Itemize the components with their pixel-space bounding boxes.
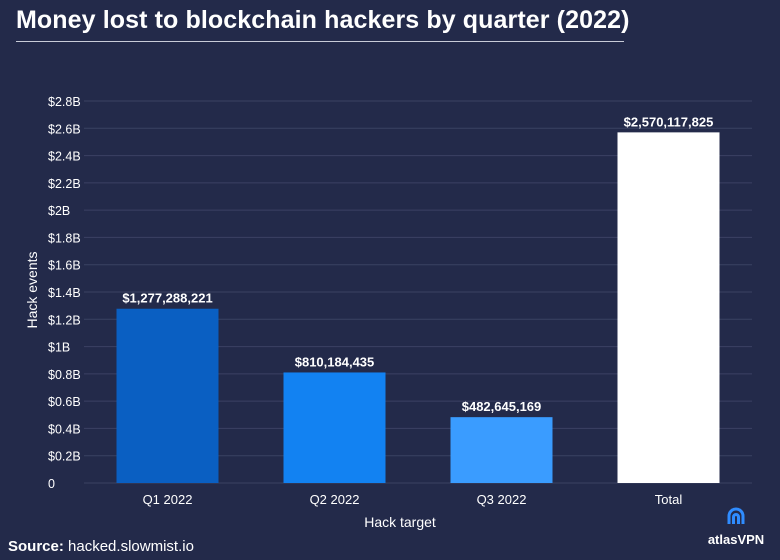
source-text: hacked.slowmist.io bbox=[63, 538, 194, 555]
bar-q2-2022 bbox=[283, 372, 386, 483]
y-tick-label: $0.6B bbox=[48, 395, 81, 409]
y-tick-label: $2.4B bbox=[48, 150, 81, 164]
y-tick-label: $2.8B bbox=[48, 95, 81, 109]
data-label: $810,184,435 bbox=[295, 354, 375, 369]
y-tick-label: $2B bbox=[48, 204, 70, 218]
x-axis-label: Hack target bbox=[364, 514, 436, 530]
y-tick-label: $0.2B bbox=[48, 450, 81, 464]
y-tick-label: $1.4B bbox=[48, 286, 81, 300]
atlasvpn-logo-icon bbox=[727, 507, 745, 524]
source-note: Source: hacked.slowmist.io bbox=[8, 538, 194, 555]
y-tick-label: $2.2B bbox=[48, 177, 81, 191]
title-underline bbox=[16, 41, 624, 42]
bar-chart: 0 $0.2B $0.4B $0.6B $0.8B $1B $1.2B $1.4B $1.6B $… bbox=[24, 95, 752, 530]
y-tick-label: $2.6B bbox=[48, 122, 81, 136]
y-tick-label: 0 bbox=[48, 477, 55, 491]
x-axis-ticks: Q1 2022 Q2 2022 Q3 2022 Total bbox=[143, 492, 683, 507]
data-label: $1,277,288,221 bbox=[122, 291, 212, 306]
y-tick-label: $1.2B bbox=[48, 313, 81, 327]
bar-q1-2022 bbox=[116, 308, 219, 483]
bar-q3-2022 bbox=[450, 417, 553, 483]
x-tick-label: Total bbox=[655, 492, 683, 507]
x-tick-label: Q3 2022 bbox=[477, 492, 527, 507]
bars bbox=[116, 132, 720, 484]
data-label: $2,570,117,825 bbox=[624, 114, 714, 129]
chart-title: Money lost to blockchain hackers by quar… bbox=[16, 6, 630, 34]
y-tick-label: $1B bbox=[48, 341, 70, 355]
y-tick-label: $0.4B bbox=[48, 422, 81, 436]
brand-name: atlasVPN bbox=[707, 532, 765, 547]
y-tick-label: $1.8B bbox=[48, 231, 81, 245]
y-tick-label: $0.8B bbox=[48, 368, 81, 382]
x-tick-label: Q2 2022 bbox=[310, 492, 360, 507]
bar-total bbox=[617, 132, 720, 484]
y-axis-label: Hack events bbox=[24, 251, 40, 328]
y-axis-ticks: 0 $0.2B $0.4B $0.6B $0.8B $1B $1.2B $1.4B $1.6B $… bbox=[48, 95, 81, 491]
brand-logo: atlasVPN bbox=[696, 506, 776, 550]
data-label: $482,645,169 bbox=[462, 399, 542, 414]
x-tick-label: Q1 2022 bbox=[143, 492, 193, 507]
y-tick-label: $1.6B bbox=[48, 259, 81, 273]
data-labels: $1,277,288,221 $810,184,435 $482,645,169 $2… bbox=[122, 114, 713, 414]
source-prefix: Source: bbox=[8, 538, 64, 555]
